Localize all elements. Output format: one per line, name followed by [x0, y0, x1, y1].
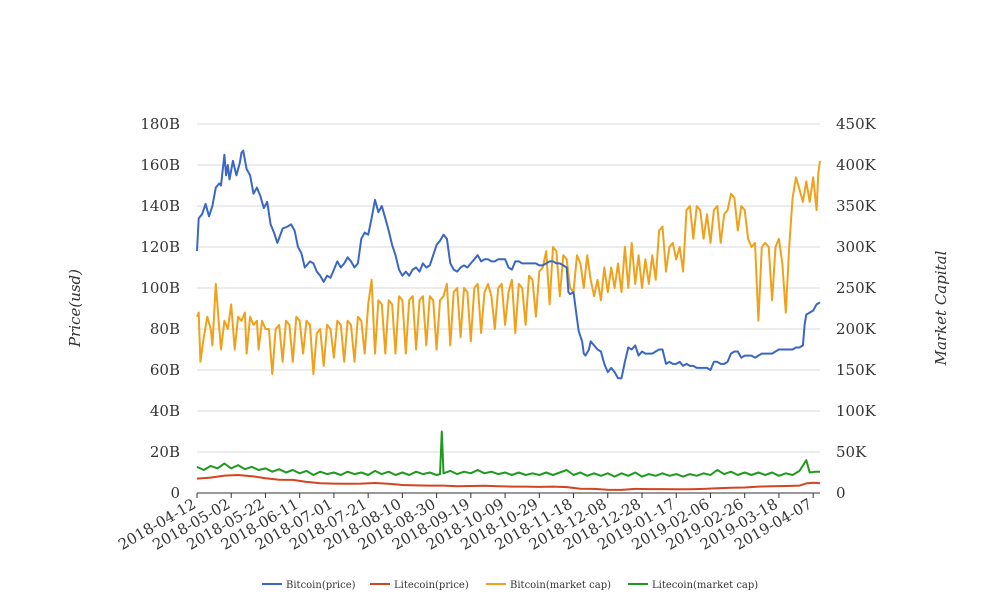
series-line-litecoin-market-cap — [196, 430, 820, 478]
legend: Bitcoin(price) Litecoin(price) Bitcoin(mar… — [262, 580, 758, 591]
grid-layer — [197, 123, 820, 453]
y-tick-label: 80B — [150, 320, 180, 338]
legend-item: Bitcoin(price) — [262, 580, 356, 591]
y2-tick-label: 350K — [836, 197, 877, 215]
y2-axis-title: Market Capital — [932, 250, 950, 366]
legend-label: Bitcoin(market cap) — [510, 580, 611, 591]
y2-tick-label: 250K — [836, 279, 877, 297]
legend-item: Litecoin(market cap) — [628, 580, 758, 591]
y-tick-label: 0 — [170, 484, 180, 502]
legend-label: Litecoin(price) — [394, 580, 469, 591]
y-tick-label: 180B — [140, 115, 180, 133]
y2-tick-label: 200K — [836, 320, 877, 338]
legend-item: Bitcoin(market cap) — [486, 580, 611, 591]
y2-tick-label: 0 — [836, 484, 846, 502]
y-tick-label: 120B — [140, 238, 180, 256]
y2-tick-label: 50K — [836, 443, 867, 461]
y-tick-label: 160B — [140, 156, 180, 174]
y2-tick-label: 100K — [836, 402, 877, 420]
legend-label: Litecoin(market cap) — [652, 580, 758, 591]
y-tick-label: 40B — [150, 402, 180, 420]
right-axis-ticks: 0 50K 100K 150K 200K 250K 300K 350K 400K 450K — [836, 115, 877, 502]
y-axis-title: Price(usd) — [66, 269, 84, 348]
series-line-bitcoin-price — [196, 149, 821, 380]
series-line-bitcoin-market-cap — [196, 160, 821, 376]
legend-label: Bitcoin(price) — [286, 580, 356, 591]
legend-item: Litecoin(price) — [370, 580, 469, 591]
y-tick-label: 140B — [140, 197, 180, 215]
left-axis-ticks: 0 20B 40B 60B 80B 100B 120B 140B 160B 180B — [140, 115, 180, 502]
y2-tick-label: 450K — [836, 115, 877, 133]
y2-tick-label: 150K — [836, 361, 877, 379]
x-axis-ticks: 2018-04-122018-05-022018-05-222018-06-11… — [115, 493, 815, 554]
y-tick-label: 100B — [140, 279, 180, 297]
y-tick-label: 20B — [150, 443, 180, 461]
series-layer — [196, 149, 821, 491]
series-line-litecoin-price — [196, 474, 821, 491]
y2-tick-label: 400K — [836, 156, 877, 174]
y-tick-label: 60B — [150, 361, 180, 379]
y2-tick-label: 300K — [836, 238, 877, 256]
